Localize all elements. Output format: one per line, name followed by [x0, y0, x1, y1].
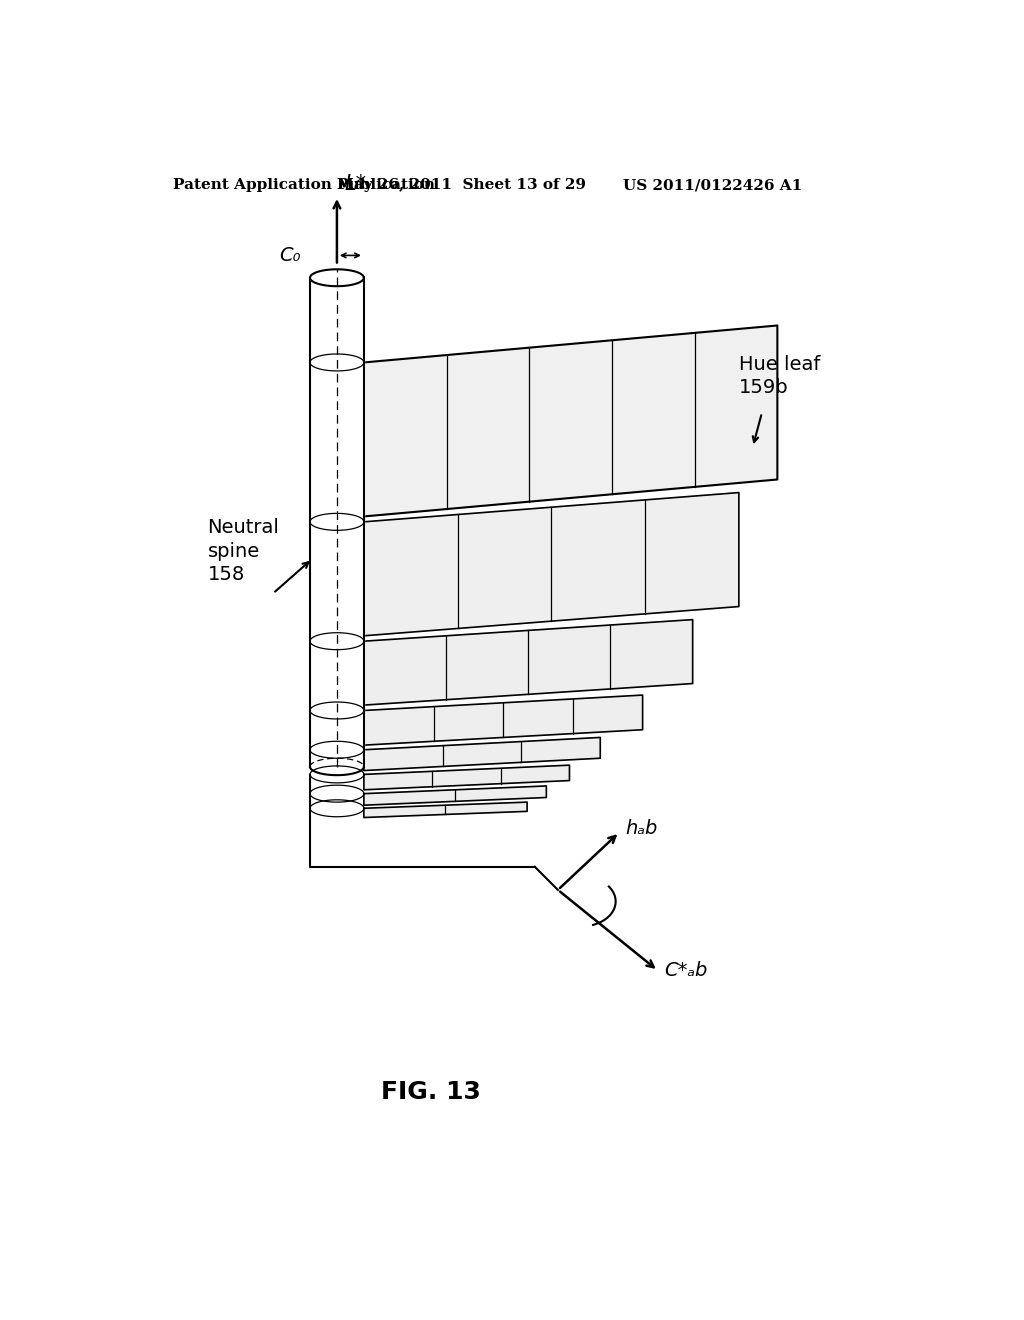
Polygon shape: [364, 785, 547, 805]
Polygon shape: [364, 766, 569, 789]
Polygon shape: [364, 738, 600, 771]
Text: hₐb: hₐb: [626, 818, 658, 838]
Polygon shape: [310, 277, 364, 767]
Text: US 2011/0122426 A1: US 2011/0122426 A1: [624, 178, 803, 193]
Polygon shape: [364, 492, 739, 636]
Polygon shape: [364, 803, 527, 817]
Text: L*: L*: [345, 174, 367, 194]
Text: Patent Application Publication: Patent Application Publication: [173, 178, 435, 193]
Polygon shape: [310, 269, 364, 286]
Polygon shape: [364, 326, 777, 516]
Text: C₀: C₀: [280, 246, 301, 265]
Text: Neutral
spine
158: Neutral spine 158: [208, 519, 280, 585]
Text: C*ₐb: C*ₐb: [665, 961, 708, 981]
Text: Hue leaf
159b: Hue leaf 159b: [739, 355, 820, 397]
Polygon shape: [364, 696, 643, 744]
Polygon shape: [364, 619, 692, 705]
Text: May 26, 2011  Sheet 13 of 29: May 26, 2011 Sheet 13 of 29: [337, 178, 586, 193]
Text: FIG. 13: FIG. 13: [381, 1080, 481, 1104]
Polygon shape: [310, 277, 364, 767]
